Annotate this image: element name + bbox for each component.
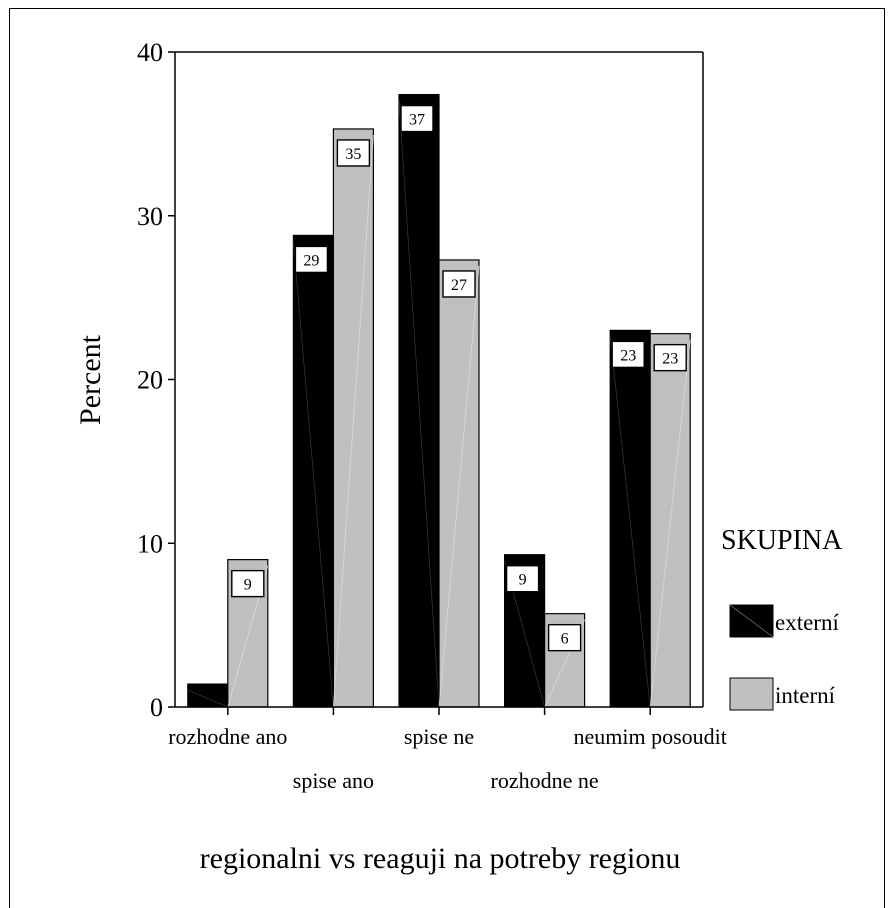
x-tick-label: neumim posoudit: [574, 724, 727, 749]
x-tick-label: rozhodne ano: [168, 724, 287, 749]
data-label-box: [505, 565, 540, 593]
legend: SKUPINA externí interní: [721, 525, 843, 711]
data-label-box: [547, 623, 582, 652]
x-tick-label: spise ano: [293, 768, 374, 793]
data-label-box: [653, 343, 687, 372]
data-label: 27: [451, 277, 467, 294]
data-label-box: [400, 104, 434, 133]
x-tick-label: spise ne: [404, 724, 474, 749]
data-label: 9: [519, 572, 527, 589]
data-label-box: [294, 245, 329, 274]
legend-item-externi: externí: [729, 604, 839, 638]
y-tick-label: 40: [137, 38, 163, 67]
bar-shade-line: [187, 689, 228, 708]
y-tick-label: 20: [137, 366, 163, 395]
legend-title: SKUPINA: [721, 525, 843, 556]
bar-shade-line: [649, 339, 691, 708]
data-label: 29: [303, 252, 319, 269]
data-label: 9: [244, 577, 252, 594]
data-label: 23: [662, 351, 678, 368]
data-label: 23: [620, 347, 636, 364]
bar-shade-line: [293, 241, 334, 708]
data-label-box: [611, 340, 645, 369]
legend-label-externi: externí: [775, 610, 839, 635]
data-label: 35: [345, 146, 361, 163]
data-label: 6: [561, 631, 569, 648]
legend-swatch-externi-diagonal: [729, 604, 774, 638]
legend-label-interni: interní: [775, 683, 836, 708]
chart-frame: [9, 8, 885, 908]
x-tick-label: rozhodne ne: [491, 768, 599, 793]
data-label-box: [231, 569, 265, 598]
bar-shade-line: [438, 265, 480, 708]
data-label-box: [442, 270, 476, 298]
y-axis-label: Percent: [74, 334, 107, 425]
legend-item-interni: interní: [729, 677, 836, 711]
bar-shade-line: [609, 336, 651, 708]
bar-externi-0: [187, 683, 229, 708]
data-label-box: [336, 139, 371, 167]
bar-shade-line: [333, 134, 374, 708]
y-tick-label: 0: [150, 693, 163, 722]
y-tick-label: 10: [137, 529, 163, 558]
legend-swatch-interni: [729, 677, 774, 711]
y-tick-label: 30: [137, 202, 163, 231]
data-label: 37: [409, 112, 425, 129]
x-axis-label: regionalni vs reaguji na potreby regionu: [200, 842, 681, 875]
bar-shade-line: [398, 100, 440, 708]
